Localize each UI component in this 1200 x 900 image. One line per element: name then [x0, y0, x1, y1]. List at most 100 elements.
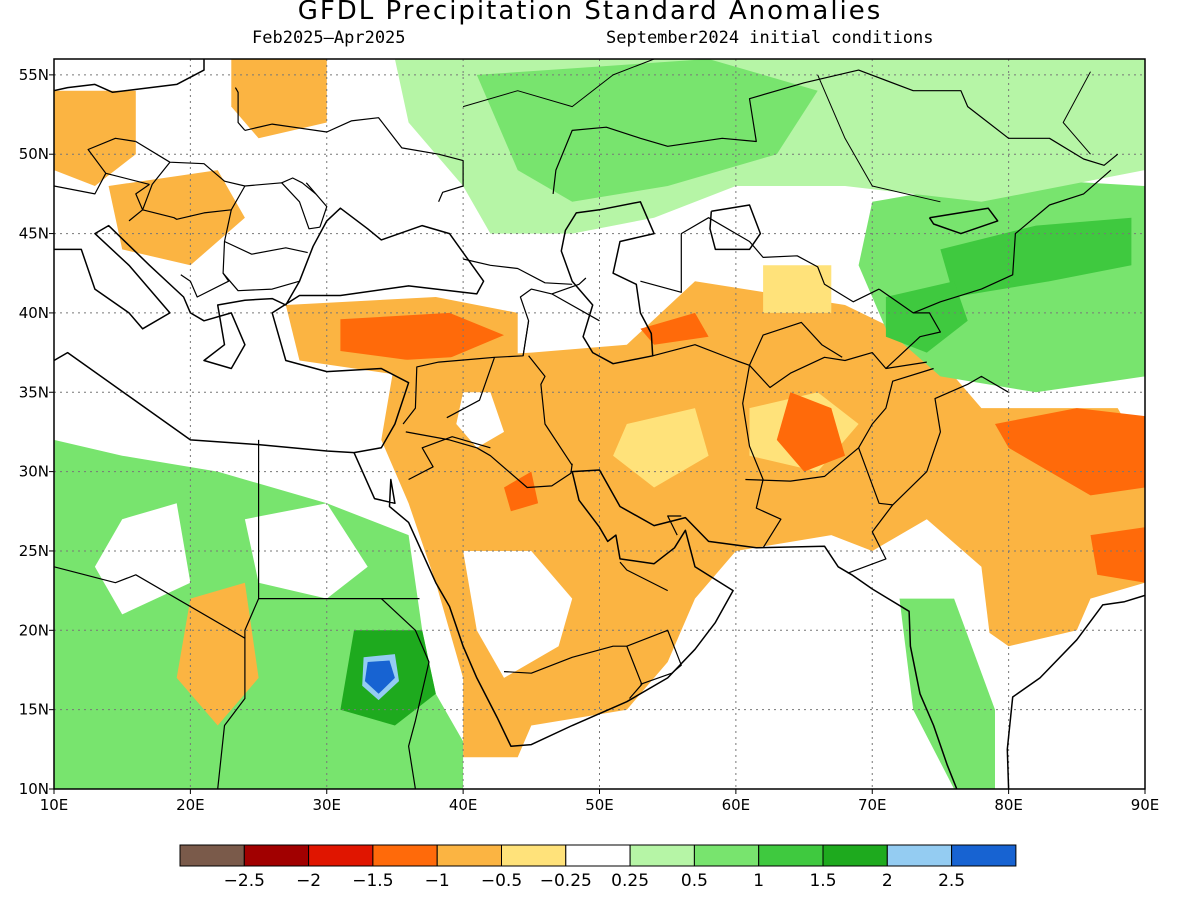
- country-border: [180, 241, 230, 298]
- lat-tick-label: 20N: [19, 621, 49, 639]
- country-border: [258, 439, 420, 600]
- coastline: [709, 204, 762, 251]
- anomaly-region-africa-white-1: [94, 503, 191, 615]
- lon-tick-label: 10E: [40, 796, 69, 814]
- country-border: [858, 375, 1009, 506]
- lat-tick-label: 10N: [19, 780, 49, 798]
- river-line: [1062, 71, 1091, 155]
- country-border: [667, 515, 682, 536]
- latitude-axis: 10N 15N 20N 25N 30N 35N 40N 45N 50N 55N: [19, 66, 54, 798]
- country-border: [54, 173, 107, 195]
- colorbar-swatch: [951, 844, 1017, 867]
- lon-tick-label: 80E: [994, 796, 1023, 814]
- country-border: [305, 182, 328, 228]
- colorbar-swatch: [822, 844, 888, 867]
- anomaly-region-afghan-core: [776, 392, 845, 472]
- anomaly-region-kyrgyz-core: [885, 281, 968, 353]
- lon-tick-label: 40E: [449, 796, 478, 814]
- country-border: [640, 217, 880, 303]
- lon-tick-label: 50E: [585, 796, 614, 814]
- country-border: [878, 169, 1112, 314]
- country-border: [135, 183, 246, 220]
- colorbar-label: −0.25: [540, 871, 592, 891]
- anomaly-region-bangladesh-core: [1090, 527, 1145, 583]
- lat-tick-label: 25N: [19, 542, 49, 560]
- coastline: [928, 207, 999, 235]
- country-border: [626, 645, 643, 699]
- forecast-period: Feb2025–Apr2025: [252, 28, 406, 48]
- anomaly-region-saudi-white-hole: [463, 551, 573, 678]
- colorbar-label: 0.25: [611, 871, 649, 891]
- country-border: [87, 137, 150, 185]
- country-border: [222, 272, 300, 292]
- colorbar-swatch: [565, 844, 631, 867]
- lat-tick-label: 30N: [19, 463, 49, 481]
- anomaly-region-iraq-core: [504, 471, 539, 512]
- anomaly-region-russia-mid: [476, 59, 818, 202]
- country-border: [528, 355, 573, 466]
- colorbar-swatch: [372, 844, 438, 867]
- coastline: [560, 201, 655, 365]
- colorbar-label: −2: [296, 871, 321, 891]
- colorbar: −2.5 −2 −1.5 −1 −0.5 −0.25 0.25 0.5 1 1.5 2 2.5: [179, 844, 1017, 891]
- country-border: [244, 117, 464, 203]
- country-border: [128, 161, 171, 222]
- anomaly-region-europe-dry-2: [231, 59, 327, 139]
- country-border: [408, 436, 491, 481]
- country-border: [446, 357, 496, 419]
- colorbar-label: 0.5: [681, 871, 708, 891]
- anomaly-region-europe-dry-1: [54, 90, 136, 186]
- country-border: [54, 566, 246, 639]
- lat-tick-label: 50N: [19, 145, 49, 163]
- lat-tick-label: 40N: [19, 304, 49, 322]
- anomaly-region-turkmen-core: [640, 312, 709, 345]
- colorbar-swatch: [693, 844, 760, 867]
- anomaly-region-himalaya-core: [995, 408, 1145, 496]
- colorbar-swatch: [886, 844, 953, 867]
- colorbar-swatch: [501, 844, 567, 867]
- country-border: [885, 312, 942, 369]
- colorbar-swatch: [629, 844, 695, 867]
- anomaly-region-turkey-core: [340, 312, 504, 364]
- lon-tick-label: 30E: [312, 796, 341, 814]
- anomaly-region-central-asia-core: [940, 217, 1132, 297]
- river-line: [817, 74, 941, 203]
- country-border: [522, 320, 530, 356]
- country-border: [552, 69, 1119, 194]
- coastlines: [54, 59, 1145, 789]
- initial-conditions: September2024 initial conditions: [606, 28, 934, 48]
- colorbar-label: 1.5: [809, 871, 836, 891]
- lon-tick-label: 90E: [1131, 796, 1160, 814]
- country-border: [551, 293, 600, 322]
- river-line: [462, 59, 655, 108]
- country-border: [223, 209, 308, 255]
- colorbar-swatch: [243, 844, 310, 867]
- lat-tick-label: 55N: [19, 66, 49, 84]
- country-border: [652, 321, 843, 366]
- country-border: [234, 87, 246, 131]
- colorbar-label: 2: [882, 871, 893, 891]
- country-border: [217, 598, 260, 789]
- country-border: [380, 598, 430, 789]
- anomaly-region-africa-dry: [176, 582, 259, 726]
- lon-tick-label: 60E: [722, 796, 751, 814]
- colorbar-swatch: [758, 844, 824, 867]
- anomaly-region-sudan-blue: [364, 660, 395, 694]
- country-border: [745, 367, 934, 482]
- country-border: [619, 561, 668, 592]
- country-border: [281, 177, 317, 195]
- country-border: [462, 258, 573, 285]
- coastline: [54, 59, 205, 94]
- colorbar-swatch: [436, 844, 503, 867]
- anomaly-region-india-green: [899, 598, 995, 789]
- lat-tick-label: 15N: [19, 701, 49, 719]
- coastline: [54, 207, 485, 454]
- colorbar-swatch: [179, 844, 245, 867]
- country-border: [405, 431, 573, 489]
- colorbar-label: 2.5: [938, 871, 965, 891]
- rivers: [462, 59, 1091, 203]
- colorbar-swatch: [308, 844, 374, 867]
- anomaly-region-balkan-dry: [108, 170, 245, 266]
- country-border: [749, 352, 927, 389]
